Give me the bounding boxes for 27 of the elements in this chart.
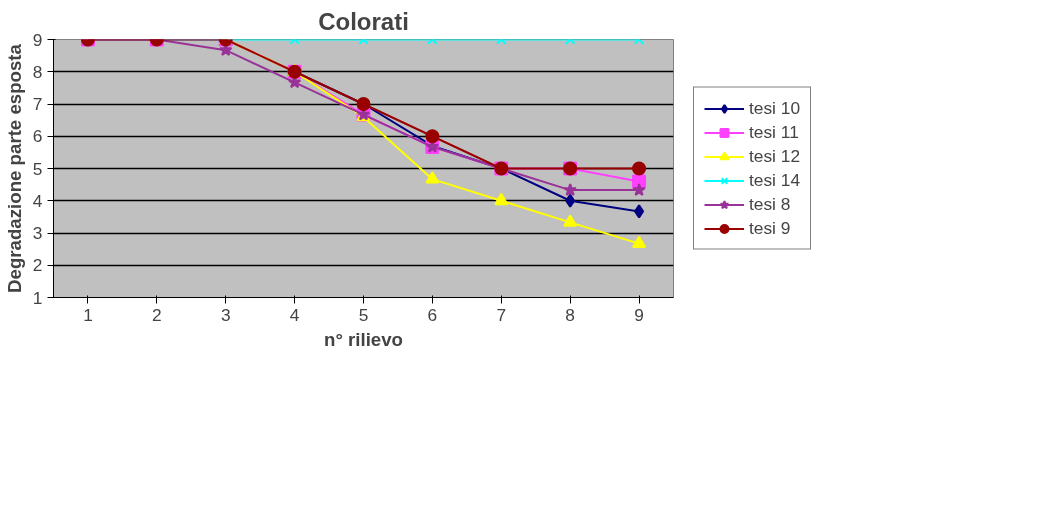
y-tick-label: 3: [32, 223, 43, 243]
x-tick-label: 7: [496, 304, 507, 325]
legend-label: tesi 11: [749, 121, 799, 143]
y-tick-label: 1: [32, 287, 43, 308]
legend-label: tesi 14: [749, 169, 801, 191]
y-tick-label: 5: [32, 158, 43, 179]
legend-label: tesi 9: [749, 217, 791, 239]
chart-title: Colorati: [318, 7, 409, 35]
y-tick-label: 6: [32, 126, 43, 147]
legend-label: tesi 10: [749, 97, 801, 119]
x-tick-label: 5: [358, 304, 369, 325]
y-axis-title: Degradazione parte esposta: [3, 43, 25, 293]
x-tick-label: 8: [565, 304, 575, 325]
x-tick-label: 4: [289, 304, 300, 325]
x-tick-label: 3: [220, 304, 231, 325]
y-tick-label: 9: [32, 29, 43, 50]
x-tick-label: 9: [634, 304, 644, 325]
x-tick-label: 2: [152, 304, 162, 325]
legend-label: tesi 12: [749, 145, 801, 167]
x-axis-title: n° rilievo: [324, 328, 403, 350]
y-tick-label: 2: [32, 255, 43, 276]
x-tick-label: 1: [83, 304, 93, 325]
y-tick-label: 8: [32, 61, 43, 82]
y-tick-label: 4: [32, 190, 43, 211]
x-tick-label: 6: [427, 304, 438, 325]
legend-label: tesi 8: [749, 193, 791, 215]
y-tick-label: 7: [32, 94, 43, 114]
